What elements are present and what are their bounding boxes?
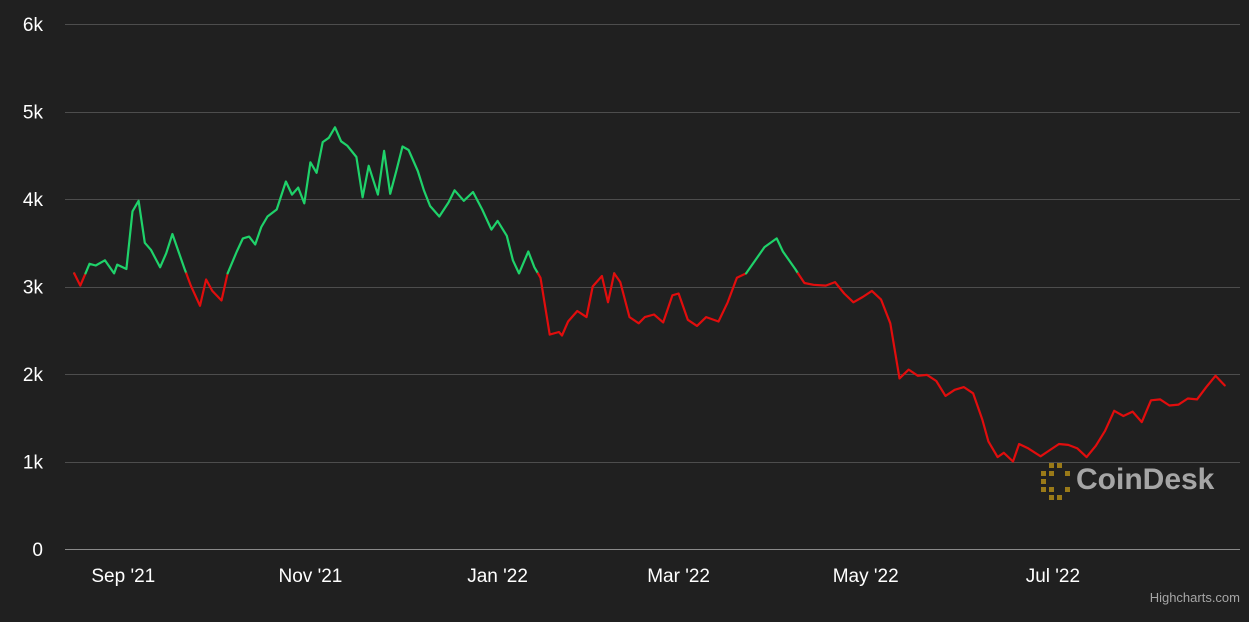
x-tick-label: Nov '21: [279, 566, 343, 587]
coindesk-watermark: CoinDesk: [1041, 463, 1215, 500]
y-axis-labels: 0 1k 2k 3k 4k 5k 6k: [23, 15, 44, 561]
x-tick-label: Sep '21: [91, 566, 155, 587]
x-tick-label: Jan '22: [467, 566, 528, 587]
y-tick-label: 0: [32, 540, 43, 561]
y-tick-label: 3k: [23, 278, 44, 299]
series-line: [73, 126, 1226, 463]
x-tick-label: Jul '22: [1026, 566, 1080, 587]
series-segment-above[interactable]: [745, 237, 800, 275]
watermark-text: CoinDesk: [1076, 463, 1215, 496]
x-axis-labels: Sep '21 Nov '21 Jan '22 Mar '22 May '22 Jul '…: [91, 566, 1080, 587]
series-segment-below[interactable]: [796, 272, 1226, 463]
y-tick-label: 6k: [23, 15, 44, 36]
series-segment-below[interactable]: [536, 272, 616, 337]
grid: [65, 24, 1240, 550]
highcharts-credit[interactable]: Highcharts.com: [1150, 590, 1240, 605]
series-segment-below[interactable]: [185, 272, 229, 307]
y-tick-label: 2k: [23, 365, 44, 386]
series-segment-below[interactable]: [613, 272, 748, 327]
coindesk-logo-icon: [1041, 463, 1070, 500]
series-segment-above[interactable]: [226, 126, 540, 275]
y-tick-label: 1k: [23, 453, 44, 474]
x-tick-label: Mar '22: [647, 566, 710, 587]
series-segment-above[interactable]: [84, 199, 188, 275]
y-tick-label: 5k: [23, 103, 44, 124]
series-segment-below[interactable]: [73, 272, 87, 287]
x-tick-label: May '22: [833, 566, 899, 587]
y-tick-label: 4k: [23, 190, 44, 211]
